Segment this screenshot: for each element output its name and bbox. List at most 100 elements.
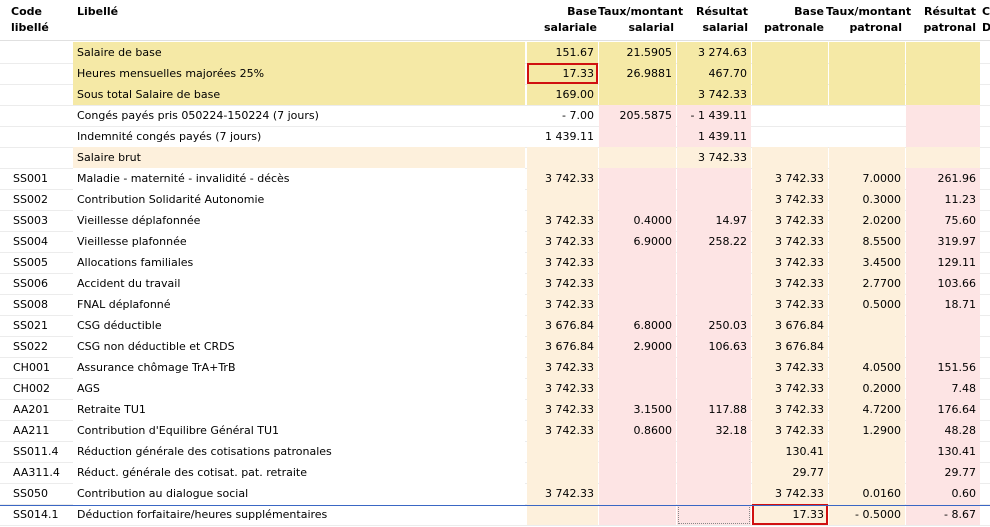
- cell-taux-patronal[interactable]: 8.5500: [829, 231, 905, 252]
- cell-code[interactable]: AA201: [13, 403, 50, 416]
- cell-base-salariale[interactable]: 3 742.33: [527, 378, 598, 399]
- cell-taux-salarial[interactable]: 26.9881: [599, 63, 676, 84]
- cell-base-patronale[interactable]: 130.41: [752, 441, 828, 462]
- cell-taux-salarial[interactable]: [599, 126, 676, 147]
- cell-base-patronale[interactable]: [752, 147, 828, 168]
- cell-taux-patronal[interactable]: [829, 462, 905, 483]
- cell-extra[interactable]: [981, 105, 990, 126]
- cell-libelle[interactable]: Sous total Salaire de base: [73, 84, 525, 105]
- cell-resultat-salarial[interactable]: 467.70: [677, 63, 751, 84]
- cell-extra[interactable]: [981, 462, 990, 483]
- cell-extra[interactable]: [981, 147, 990, 168]
- cell-resultat-salarial[interactable]: [677, 483, 751, 504]
- cell-extra[interactable]: [981, 42, 990, 63]
- cell-resultat-patronal[interactable]: [906, 84, 980, 105]
- cell-taux-patronal[interactable]: [829, 336, 905, 357]
- cell-taux-patronal[interactable]: 3.4500: [829, 252, 905, 273]
- cell-taux-salarial[interactable]: 0.8600: [599, 420, 676, 441]
- cell-taux-salarial[interactable]: [599, 441, 676, 462]
- cell-resultat-salarial[interactable]: 32.18: [677, 420, 751, 441]
- cell-resultat-patronal[interactable]: 0.60: [906, 483, 980, 504]
- cell-taux-patronal[interactable]: 0.3000: [829, 189, 905, 210]
- table-row[interactable]: Congés payés pris 050224-150224 (7 jours…: [0, 105, 990, 127]
- cell-base-patronale[interactable]: 3 742.33: [752, 378, 828, 399]
- cell-taux-salarial[interactable]: [599, 483, 676, 504]
- cell-libelle[interactable]: Assurance chômage TrA+TrB: [73, 357, 525, 378]
- cell-base-patronale[interactable]: 3 742.33: [752, 483, 828, 504]
- cell-base-salariale[interactable]: 3 742.33: [527, 357, 598, 378]
- cell-extra[interactable]: [981, 483, 990, 504]
- table-row[interactable]: Heures mensuelles majorées 25% 17.33 26.98…: [0, 63, 990, 85]
- cell-base-patronale[interactable]: 3 742.33: [752, 357, 828, 378]
- cell-resultat-salarial[interactable]: [677, 294, 751, 315]
- table-row[interactable]: SS011.4 Réduction générale des cotisation…: [0, 441, 990, 463]
- cell-resultat-salarial[interactable]: [677, 441, 751, 462]
- cell-code[interactable]: AA311.4: [13, 466, 60, 479]
- cell-code[interactable]: CH001: [13, 361, 50, 374]
- cell-base-salariale[interactable]: [527, 189, 598, 210]
- cell-taux-patronal[interactable]: 2.0200: [829, 210, 905, 231]
- table-row[interactable]: Salaire brut 3 742.33: [0, 147, 990, 169]
- cell-resultat-salarial[interactable]: 14.97: [677, 210, 751, 231]
- table-row[interactable]: SS014.1 Déduction forfaitaire/heures supp…: [0, 504, 990, 526]
- cell-code[interactable]: SS014.1: [13, 508, 59, 521]
- cell-taux-salarial[interactable]: 6.9000: [599, 231, 676, 252]
- cell-base-patronale[interactable]: 3 742.33: [752, 210, 828, 231]
- table-row[interactable]: SS021 CSG déductible 3 676.84 6.8000 250.03 3…: [0, 315, 990, 337]
- cell-base-salariale[interactable]: [527, 462, 598, 483]
- cell-libelle[interactable]: AGS: [73, 378, 525, 399]
- cell-resultat-patronal[interactable]: [906, 105, 980, 126]
- cell-resultat-patronal[interactable]: - 8.67: [906, 504, 980, 525]
- cell-base-patronale[interactable]: 3 676.84: [752, 315, 828, 336]
- table-row[interactable]: SS004 Vieillesse plafonnée 3 742.33 6.9000 2…: [0, 231, 990, 253]
- cell-extra[interactable]: [981, 63, 990, 84]
- cell-resultat-salarial[interactable]: [677, 189, 751, 210]
- cell-libelle[interactable]: Retraite TU1: [73, 399, 525, 420]
- cell-resultat-salarial[interactable]: 106.63: [677, 336, 751, 357]
- cell-resultat-patronal[interactable]: 319.97: [906, 231, 980, 252]
- cell-resultat-salarial[interactable]: 258.22: [677, 231, 751, 252]
- cell-base-salariale[interactable]: 3 742.33: [527, 273, 598, 294]
- header-base-patronale[interactable]: Base patronale: [763, 5, 824, 34]
- cell-code[interactable]: SS002: [13, 193, 48, 206]
- cell-base-salariale[interactable]: 3 676.84: [527, 336, 598, 357]
- cell-resultat-patronal[interactable]: 18.71: [906, 294, 980, 315]
- cell-code[interactable]: [9, 105, 75, 126]
- cell-base-patronale[interactable]: 3 742.33: [752, 420, 828, 441]
- cell-taux-patronal[interactable]: 7.0000: [829, 168, 905, 189]
- cell-taux-salarial[interactable]: [599, 252, 676, 273]
- cell-taux-salarial[interactable]: [599, 357, 676, 378]
- cell-base-salariale[interactable]: 17.33: [527, 63, 598, 84]
- cell-taux-salarial[interactable]: 0.4000: [599, 210, 676, 231]
- cell-taux-patronal[interactable]: 4.7200: [829, 399, 905, 420]
- header-libelle[interactable]: Libellé: [77, 5, 119, 18]
- cell-extra[interactable]: [981, 378, 990, 399]
- cell-base-patronale[interactable]: 3 742.33: [752, 252, 828, 273]
- cell-base-salariale[interactable]: 151.67: [527, 42, 598, 63]
- cell-libelle[interactable]: Vieillesse plafonnée: [73, 231, 525, 252]
- cell-base-patronale[interactable]: 29.77: [752, 462, 828, 483]
- cell-extra[interactable]: [981, 399, 990, 420]
- header-base-salariale[interactable]: Base salariale: [543, 5, 597, 34]
- cell-extra[interactable]: [981, 336, 990, 357]
- cell-taux-patronal[interactable]: [829, 126, 905, 147]
- cell-code[interactable]: [9, 63, 75, 84]
- cell-resultat-patronal[interactable]: 103.66: [906, 273, 980, 294]
- cell-libelle[interactable]: Congés payés pris 050224-150224 (7 jours…: [77, 109, 319, 122]
- cell-resultat-patronal[interactable]: 176.64: [906, 399, 980, 420]
- cell-base-patronale[interactable]: 3 742.33: [752, 231, 828, 252]
- cell-base-salariale[interactable]: [527, 441, 598, 462]
- cell-base-salariale[interactable]: 3 742.33: [527, 483, 598, 504]
- cell-base-salariale[interactable]: 1 439.11: [545, 130, 594, 143]
- cell-libelle[interactable]: Maladie - maternité - invalidité - décès: [73, 168, 525, 189]
- cell-base-patronale[interactable]: 3 742.33: [752, 168, 828, 189]
- cell-libelle[interactable]: Salaire de base: [73, 42, 525, 63]
- cell-taux-salarial[interactable]: 2.9000: [599, 336, 676, 357]
- cell-taux-patronal[interactable]: [829, 105, 905, 126]
- cell-resultat-patronal[interactable]: 75.60: [906, 210, 980, 231]
- cell-resultat-patronal[interactable]: 129.11: [906, 252, 980, 273]
- cell-libelle[interactable]: Vieillesse déplafonnée: [73, 210, 525, 231]
- cell-code[interactable]: [9, 147, 75, 168]
- cell-base-salariale[interactable]: 3 742.33: [527, 231, 598, 252]
- cell-resultat-salarial[interactable]: 1 439.11: [677, 126, 751, 147]
